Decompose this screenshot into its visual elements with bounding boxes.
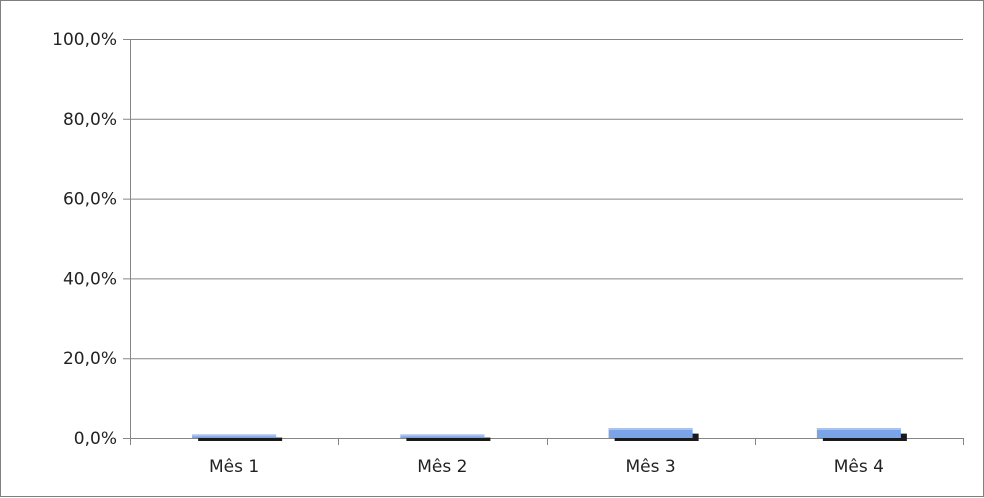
bar-series-1-3 [608,428,693,438]
bar-top-face-1 [192,434,277,437]
x-axis [130,39,964,445]
bar-series-1-4 [816,428,901,438]
y-tick-label: 20,0% [63,349,117,369]
x-tick-label: Mês 1 [209,457,259,477]
y-tick-label: 80,0% [63,110,117,130]
bars [192,428,907,441]
gridlines [123,39,963,439]
x-tick-label: Mês 4 [834,457,884,477]
y-axis-tick-labels: 0,0% 20,0% 40,0% 60,0% 80,0% 100,0% [52,30,117,449]
bar-top-face-4 [816,428,901,431]
x-tick-label: Mês 3 [626,457,676,477]
y-tick-label: 60,0% [63,190,117,210]
y-tick-label: 40,0% [63,269,117,289]
y-tick-label: 0,0% [74,429,117,449]
x-tick-label: Mês 2 [417,457,467,477]
x-axis-tick-labels: Mês 1 Mês 2 Mês 3 Mês 4 [209,457,884,477]
bar-top-face-3 [608,428,693,431]
bar-top-face-2 [400,434,485,437]
bar-series-2-2 [406,437,491,441]
bar-series-2-1 [198,437,283,441]
y-tick-label: 100,0% [52,30,117,50]
